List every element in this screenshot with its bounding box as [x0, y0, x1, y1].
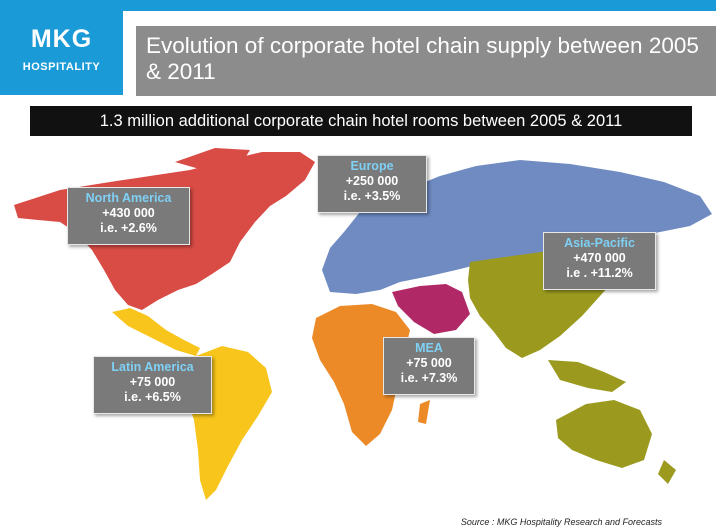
callout-asia-pacific: Asia-Pacific +470 000 i.e . +11.2%	[543, 232, 656, 290]
source-note: Source : MKG Hospitality Research and Fo…	[460, 517, 662, 527]
region-growth: i.e . +11.2%	[566, 266, 633, 280]
logo-mark: MKG	[30, 25, 93, 53]
top-accent-bar	[0, 0, 716, 11]
region-rooms: +75 000	[129, 375, 176, 389]
company-logo: MKG HOSPITALITY	[0, 11, 123, 95]
region-rooms: +250 000	[345, 174, 399, 188]
region-growth: i.e. +6.5%	[124, 390, 181, 404]
region-name: Asia-Pacific	[564, 236, 635, 250]
region-growth: i.e. +7.3%	[400, 371, 458, 385]
madagascar-landmass	[418, 400, 430, 424]
region-rooms: +75 000	[406, 356, 452, 370]
arctic-islands	[175, 148, 250, 172]
region-name: North America	[85, 191, 172, 205]
region-name: MEA	[415, 341, 443, 355]
region-rooms: +430 000	[102, 206, 155, 220]
callout-latin-america: Latin America +75 000 i.e. +6.5%	[93, 356, 212, 414]
callout-mea: MEA +75 000 i.e. +7.3%	[383, 337, 475, 395]
callout-europe: Europe +250 000 i.e. +3.5%	[317, 155, 427, 213]
new-zealand-landmass	[658, 460, 676, 484]
region-name: Latin America	[111, 360, 194, 374]
region-growth: i.e. +3.5%	[343, 189, 401, 203]
region-growth: i.e. +2.6%	[100, 221, 157, 235]
callout-north-america: North America +430 000 i.e. +2.6%	[67, 187, 190, 245]
australia-landmass	[556, 400, 652, 468]
slide-subtitle: 1.3 million additional corporate chain h…	[30, 106, 692, 136]
southeast-asia-islands	[548, 360, 626, 392]
slide-title: Evolution of corporate hotel chain suppl…	[136, 26, 716, 96]
middle-east-landmass	[392, 284, 470, 334]
region-rooms: +470 000	[573, 251, 626, 265]
region-name: Europe	[350, 159, 394, 173]
central-america-landmass	[112, 308, 200, 356]
logo-subtext: HOSPITALITY	[22, 61, 101, 73]
